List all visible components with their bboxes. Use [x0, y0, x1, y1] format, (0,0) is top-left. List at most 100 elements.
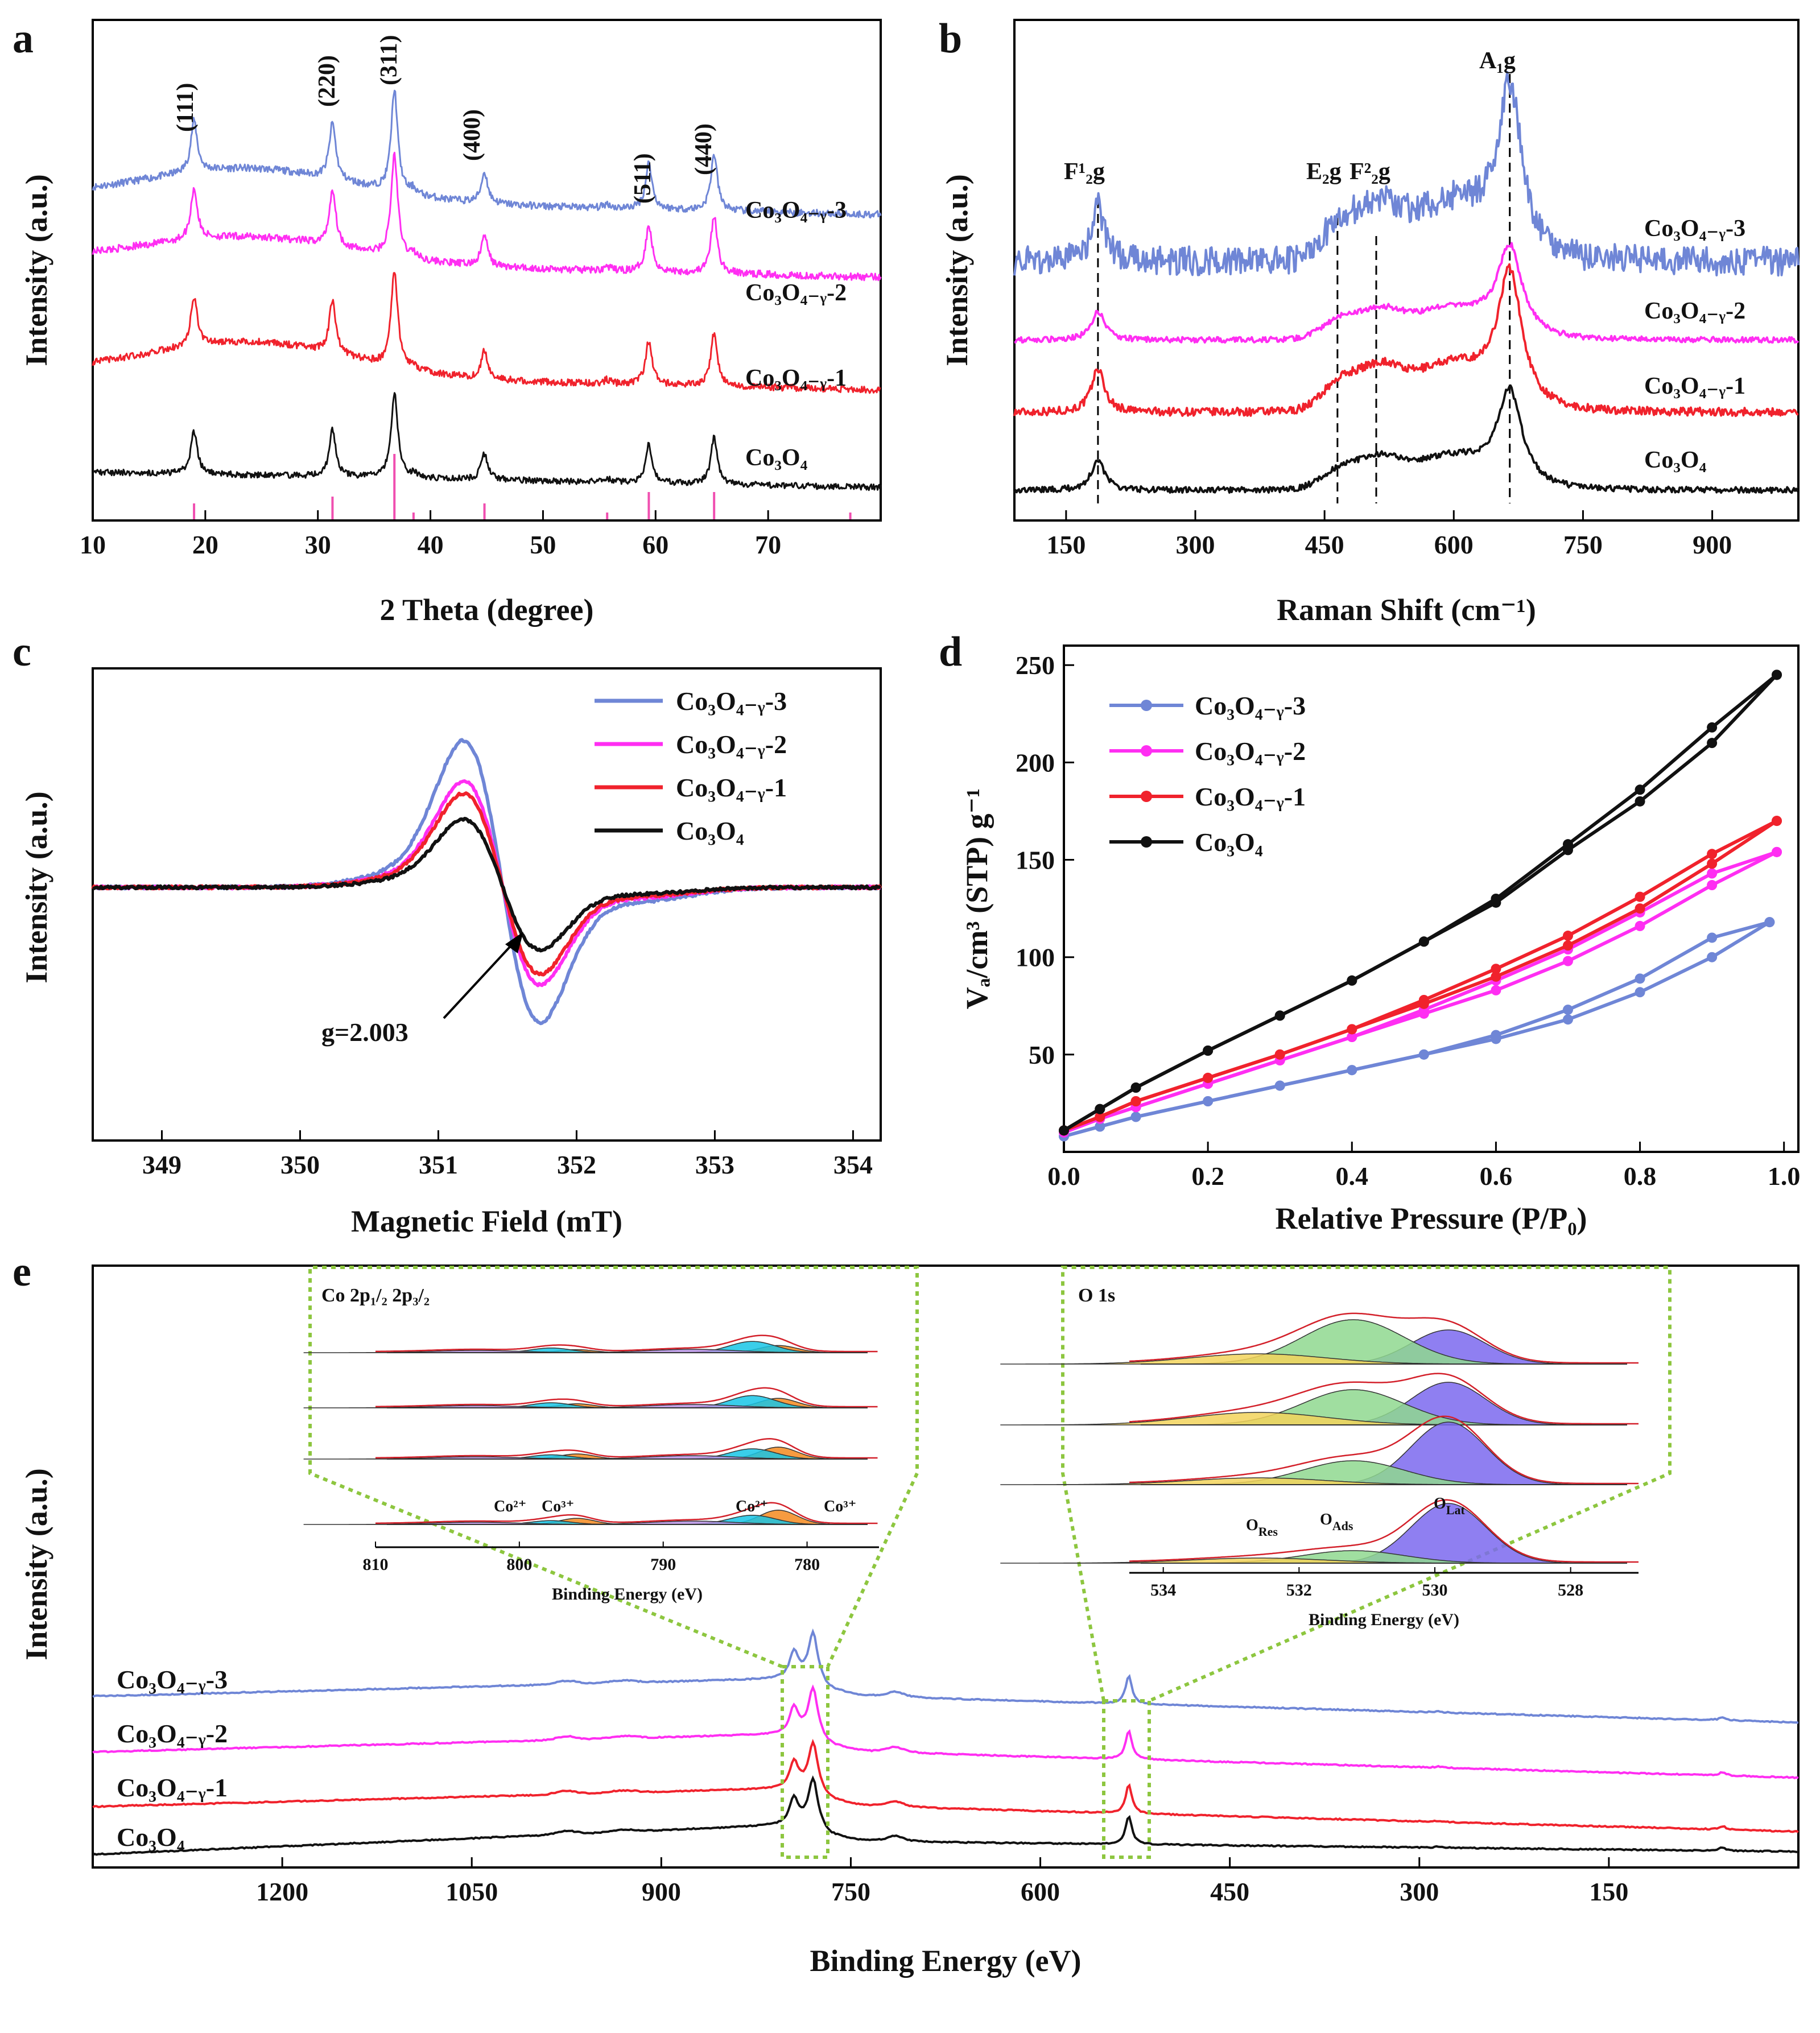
inset-o1s-title: O 1s — [1078, 1285, 1115, 1306]
series-line-Co3O4-1 — [92, 1738, 1799, 1833]
series-line-Co3O4-2 — [92, 151, 882, 282]
peak-label: (400) — [459, 109, 485, 161]
inset-co2p-xlabel: Binding Energy (eV) — [552, 1585, 703, 1604]
panel-e-x-tick-label: 450 — [1210, 1877, 1249, 1906]
isotherm-point — [1562, 931, 1573, 941]
panel-e-frame — [92, 1265, 1800, 1869]
panel-letter-e: e — [13, 1249, 31, 1295]
peak-label: (511) — [630, 153, 656, 204]
isotherm-point — [1347, 1065, 1357, 1076]
panel-a-x-tick-label: 50 — [530, 530, 556, 559]
legend-label: Co₃O₄₋ᵧ-3 — [676, 687, 787, 716]
legend-marker — [1141, 791, 1152, 802]
isotherm-point — [1347, 1032, 1357, 1043]
panel-a-x-tick-label: 30 — [305, 530, 331, 559]
series-line-Co3O4 — [92, 1775, 1799, 1856]
series-label: Co₃O₄₋ᵧ-2 — [117, 1719, 228, 1748]
zoom-box-co2p — [781, 1665, 829, 1859]
panel-e-x-tick-label: 150 — [1589, 1877, 1628, 1906]
peak-label: (440) — [691, 123, 717, 175]
series-label: Co₃O₄₋ᵧ-2 — [1644, 298, 1745, 324]
legend-label: Co₃O₄₋ᵧ-2 — [1195, 737, 1306, 766]
panel-d-x-tick-label: 0.0 — [1047, 1162, 1080, 1191]
series-label: Co₃O₄ — [1644, 447, 1707, 473]
peak-label: (111) — [172, 83, 199, 132]
inset-frame-o1s — [1061, 1266, 1672, 1703]
legend-marker — [1141, 745, 1152, 757]
series-line-Co3O4-3 — [1013, 71, 1800, 277]
isotherm-point — [1562, 956, 1573, 966]
isotherm-point — [1347, 975, 1357, 986]
inset-co2p-title: Co 2p₁/₂ 2p₃/₂ — [321, 1285, 430, 1306]
panel-c-xlabel: Magnetic Field (mT) — [351, 1204, 622, 1238]
isotherm-desorption-Co3O4-1 — [1063, 819, 1778, 1133]
isotherm-point — [1491, 1030, 1501, 1040]
panel-c-x-tick-label: 353 — [695, 1150, 734, 1179]
series-line-Co3O4 — [92, 392, 882, 491]
o1s-envelope — [1129, 1415, 1639, 1485]
panel-letter-b: b — [939, 15, 962, 62]
isotherm-point — [1347, 1024, 1357, 1035]
panel-letter-c: c — [13, 629, 31, 675]
isotherm-point — [1707, 880, 1718, 891]
legend-label: Co₃O₄₋ᵧ-1 — [676, 773, 787, 802]
isotherm-adsorption-Co3O4-1 — [1063, 819, 1778, 1133]
panel-e-x-tick-label: 1050 — [445, 1877, 498, 1906]
isotherm-point — [1203, 1096, 1214, 1106]
isotherm-point — [1491, 985, 1501, 995]
isotherm-point — [1764, 917, 1775, 928]
series-label: Co₃O₄ — [117, 1823, 185, 1852]
panel-c-x-tick-label: 349 — [142, 1150, 181, 1179]
isotherm-point — [1491, 971, 1501, 982]
peak-label: (220) — [314, 55, 340, 107]
isotherm-point — [1772, 846, 1782, 857]
series-label: Co₃O₄ — [745, 445, 808, 471]
o1s-envelope — [1129, 1499, 1639, 1563]
isotherm-point — [1059, 1125, 1069, 1136]
isotherm-point — [1635, 903, 1645, 914]
panel-e-ylabel: Intensity (a.u.) — [19, 1468, 53, 1660]
o1s-peak-label: OAds — [1320, 1511, 1353, 1533]
isotherm-point — [1635, 784, 1645, 795]
isotherm-desorption-Co3O4-2 — [1063, 850, 1777, 1134]
isotherm-desorption-Co3O4 — [1063, 673, 1778, 1132]
legend-label: Co₃O₄₋ᵧ-3 — [1195, 691, 1306, 720]
panel-e-x-tick-label: 750 — [831, 1877, 870, 1906]
panel-b-ylabel: Intensity (a.u.) — [940, 174, 974, 366]
panel-a-x-tick-label: 60 — [642, 530, 668, 559]
inset-o1s-xlabel: Binding Energy (eV) — [1309, 1610, 1459, 1629]
series-line-Co3O4-1 — [1013, 263, 1799, 418]
isotherm-point — [1274, 1080, 1285, 1091]
panel-e-x-tick-label: 300 — [1400, 1877, 1439, 1906]
panel-c-frame — [92, 667, 882, 1142]
panel-letter-d: d — [939, 629, 962, 675]
isotherm-point — [1418, 995, 1429, 1005]
panel-c-ylabel: Intensity (a.u.) — [19, 791, 53, 984]
isotherm-point — [1130, 1096, 1141, 1106]
series-label: Co₃O₄₋ᵧ-1 — [117, 1773, 228, 1802]
isotherm-point — [1772, 816, 1782, 827]
isotherm-point — [1562, 1014, 1573, 1025]
isotherm-desorption-Co3O4-3 — [1063, 920, 1771, 1138]
panel-letter-a: a — [13, 15, 34, 62]
isotherm-point — [1562, 940, 1573, 951]
panel-d-xlabel: Relative Pressure (P/P₀) — [1275, 1201, 1587, 1235]
isotherm-point — [1707, 932, 1718, 943]
panel-b-x-tick-label: 900 — [1693, 530, 1732, 559]
panel-d-x-tick-label: 0.2 — [1191, 1162, 1224, 1191]
isotherm-point — [1635, 891, 1645, 902]
co2p-peak-label: Co³⁺ — [542, 1498, 574, 1515]
legend-marker — [1141, 700, 1152, 711]
series-label: Co₃O₄₋ᵧ-3 — [745, 197, 847, 224]
panel-b-x-tick-label: 750 — [1563, 530, 1603, 559]
inset-co2p-tick-label: 780 — [794, 1555, 820, 1574]
isotherm-point — [1707, 738, 1718, 749]
panel-e-x-tick-label: 900 — [642, 1877, 681, 1906]
co2p-peak-label: Co²⁺ — [736, 1498, 768, 1515]
panel-b-xlabel: Raman Shift (cm⁻¹) — [1277, 593, 1536, 627]
legend-label: Co₃O₄₋ᵧ-2 — [676, 730, 787, 759]
panel-e-xlabel: Binding Energy (eV) — [810, 1944, 1081, 1978]
isotherm-point — [1635, 973, 1645, 984]
isotherm-point — [1635, 987, 1645, 998]
